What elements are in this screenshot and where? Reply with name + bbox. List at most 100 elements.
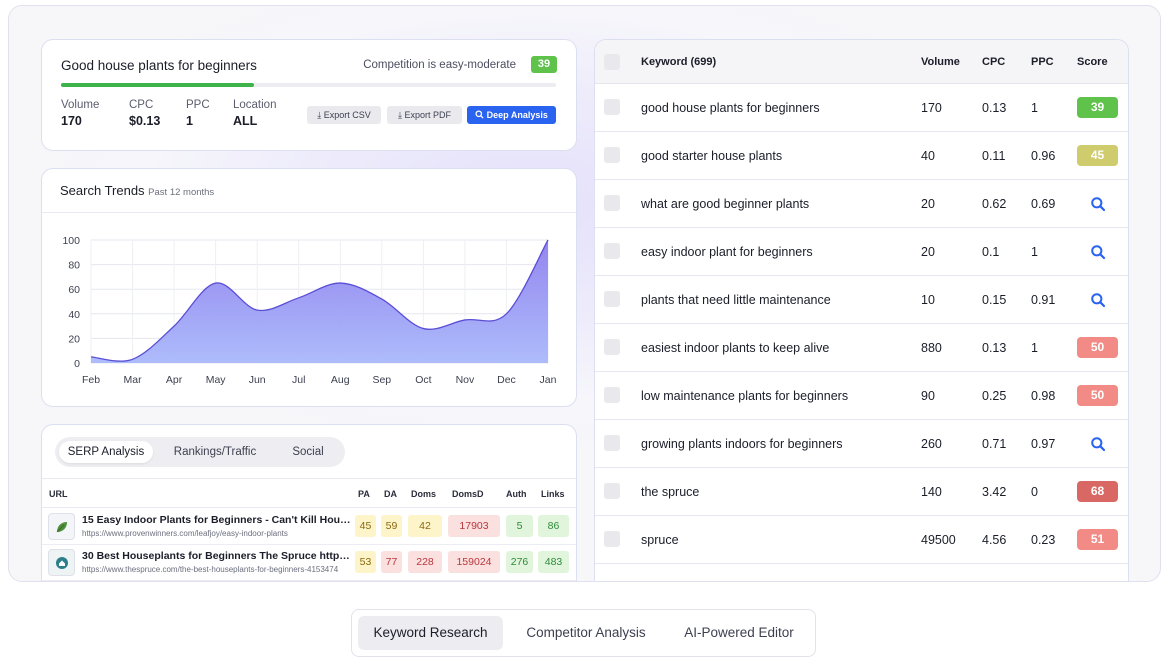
bottom-nav: Keyword Research Competitor Analysis AI-… (351, 609, 816, 657)
table-row[interactable]: spruce 49500 4.56 0.23 51 (595, 516, 1128, 564)
keyword-text[interactable]: low maintenance plants for beginners (641, 389, 849, 403)
score-badge: 51 (1077, 529, 1118, 550)
search-icon[interactable] (1090, 292, 1106, 308)
search-trends-card: Search Trends Past 12 months 0 20 40 60 80 10… (41, 168, 577, 407)
volume-value: 880 (921, 341, 942, 355)
row-checkbox[interactable] (604, 531, 620, 547)
ppc-value: 0.96 (1031, 149, 1056, 163)
export-csv-label: Export CSV (323, 110, 371, 120)
search-trends-subtitle: Past 12 months (148, 187, 215, 198)
row-checkbox[interactable] (604, 291, 620, 307)
serp-card: SERP Analysis Rankings/Traffic Social UR… (41, 424, 577, 581)
table-row[interactable]: what are good beginner plants 20 0.62 0.69 (595, 180, 1128, 228)
ppc-value: 1 (1031, 101, 1038, 115)
y-tick-label: 20 (68, 333, 80, 345)
cpc-value: 0.71 (982, 437, 1007, 451)
row-checkbox[interactable] (604, 483, 620, 499)
x-tick-label: Feb (82, 374, 100, 386)
x-tick-label: Apr (166, 374, 183, 386)
search-icon[interactable] (1090, 196, 1106, 212)
table-row[interactable]: plants that need little maintenance 10 0.1… (595, 276, 1128, 324)
links-value: 483 (538, 551, 569, 573)
table-row[interactable]: good house plants for beginners 170 0.13 1 3… (595, 84, 1128, 132)
cpc-value: 0.25 (982, 389, 1007, 403)
deep-analysis-button[interactable]: Deep Analysis (467, 106, 556, 124)
serp-row[interactable]: 15 Easy Indoor Plants for Beginners - Ca… (42, 509, 576, 545)
ppc-value: 1 (1031, 245, 1038, 259)
tab-ai-powered-editor[interactable]: AI-Powered Editor (684, 625, 794, 640)
keyword-text[interactable]: growing plants indoors for beginners (641, 437, 843, 451)
table-row[interactable]: low maintenance plants for beginners 90 0.… (595, 372, 1128, 420)
tab-serp-analysis[interactable]: SERP Analysis (59, 441, 153, 463)
volume-value: 49500 (921, 533, 956, 547)
row-checkbox[interactable] (604, 387, 620, 403)
competition-label: Competition is easy-moderate (363, 59, 516, 71)
cpc-value: 0.11 (982, 149, 1006, 163)
col-domsd: DomsD (452, 489, 484, 499)
col-pa: PA (358, 489, 370, 499)
search-trends-chart: 0 20 40 60 80 100 Feb Mar Apr May Jun Jul Aug Sep Oct N… (62, 235, 557, 386)
search-trends-header: Search Trends Past 12 months (42, 169, 576, 213)
keyword-text[interactable]: good house plants for beginners (641, 101, 820, 115)
serp-row[interactable]: 30 Best Houseplants for Beginners The Sp… (42, 545, 576, 581)
export-pdf-button[interactable]: ⤓ Export PDF (387, 106, 462, 124)
ppc-value: 0.98 (1031, 389, 1056, 403)
cpc-value: 4.56 (982, 533, 1007, 547)
search-icon[interactable] (1090, 244, 1106, 260)
col-cpc[interactable]: CPC (982, 56, 1006, 68)
row-checkbox[interactable] (604, 147, 620, 163)
x-tick-label: May (206, 374, 227, 386)
keyword-text[interactable]: what are good beginner plants (641, 197, 810, 211)
row-checkbox[interactable] (604, 435, 620, 451)
tab-keyword-research[interactable]: Keyword Research (358, 616, 503, 650)
table-row[interactable]: growing plants indoors for beginners 260 0… (595, 420, 1128, 468)
row-checkbox[interactable] (604, 243, 620, 259)
download-icon: ⤓ (317, 110, 322, 120)
cpc-value: 0.15 (982, 293, 1007, 307)
export-csv-button[interactable]: ⤓ Export CSV (307, 106, 381, 124)
row-checkbox[interactable] (604, 339, 620, 355)
table-row[interactable]: the spruce 140 3.42 0 68 (595, 468, 1128, 516)
tab-social[interactable]: Social (292, 446, 324, 458)
x-tick-label: Jan (540, 374, 557, 386)
domsd-value: 17903 (448, 515, 500, 537)
row-checkbox[interactable] (604, 195, 620, 211)
metric-value: 1 (186, 114, 193, 128)
select-all-checkbox[interactable] (604, 54, 620, 70)
col-keyword[interactable]: Keyword (699) (641, 56, 717, 68)
ppc-value: 0.97 (1031, 437, 1056, 451)
volume-value: 10 (921, 293, 935, 307)
serp-result-title[interactable]: 15 Easy Indoor Plants for Beginners - Ca… (82, 514, 352, 526)
ppc-value: 0.23 (1031, 533, 1056, 547)
col-links: Links (541, 489, 565, 499)
ppc-value: 0 (1031, 485, 1038, 499)
serp-result-url[interactable]: https://www.provenwinners.com/leafjoy/ea… (82, 529, 288, 538)
table-row[interactable]: easiest indoor plants to keep alive 880 0.… (595, 324, 1128, 372)
serp-tab-bar: SERP Analysis Rankings/Traffic Social (55, 437, 345, 467)
keyword-text[interactable]: easy indoor plant for beginners (641, 245, 813, 259)
metric-value: $0.13 (129, 114, 161, 128)
col-score[interactable]: Score (1077, 56, 1108, 68)
tab-rankings-traffic[interactable]: Rankings/Traffic (173, 446, 257, 458)
keyword-text[interactable]: plants that need little maintenance (641, 293, 831, 307)
doms-value: 42 (408, 515, 442, 537)
score-badge: 45 (1077, 145, 1118, 166)
table-row[interactable]: easy indoor plant for beginners 20 0.1 1 (595, 228, 1128, 276)
keyword-text[interactable]: the spruce (641, 485, 700, 499)
col-ppc[interactable]: PPC (1031, 56, 1054, 68)
tab-competitor-analysis[interactable]: Competitor Analysis (526, 625, 646, 640)
keyword-text[interactable]: good starter house plants (641, 149, 783, 163)
row-checkbox[interactable] (604, 99, 620, 115)
serp-result-title[interactable]: 30 Best Houseplants for Beginners The Sp… (82, 550, 352, 562)
keyword-text[interactable]: easiest indoor plants to keep alive (641, 341, 830, 355)
col-volume[interactable]: Volume (921, 56, 960, 68)
search-icon[interactable] (1090, 436, 1106, 452)
keyword-text[interactable]: spruce (641, 533, 679, 547)
serp-result-url[interactable]: https://www.thespruce.com/the-best-house… (82, 565, 339, 574)
x-tick-label: Dec (497, 374, 516, 386)
metric-label: Volume (61, 99, 100, 111)
x-tick-label: Mar (123, 374, 142, 386)
col-auth: Auth (506, 489, 527, 499)
table-row[interactable]: good starter house plants 40 0.11 0.96 45 (595, 132, 1128, 180)
keyword-table-card: Keyword (699) Volume CPC PPC Score good … (594, 39, 1129, 581)
